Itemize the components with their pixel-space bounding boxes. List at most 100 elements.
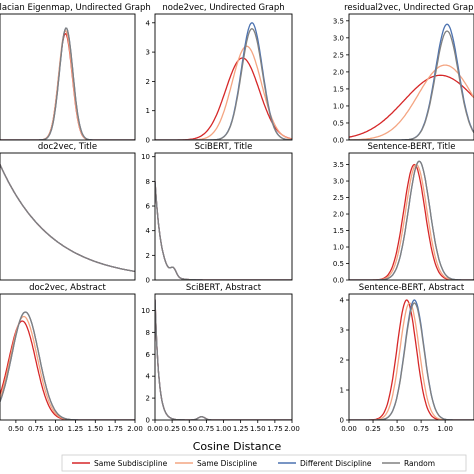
panel-3: residual2vec, Undirected Graph 0.0 0.5 1.0 1… [333, 3, 474, 145]
y-tick-label: 6 [146, 203, 151, 211]
panel-title: SciBERT, Title [195, 142, 253, 152]
y-tick-label: 10 [141, 307, 150, 315]
legend-label: Same Subdiscipline [94, 459, 168, 468]
curve-different-discipline [349, 23, 474, 140]
y-tick-label: 1 [340, 387, 344, 395]
x-tick-label: 0.50 [8, 425, 24, 433]
panel-frame [0, 152, 136, 281]
curve-random [155, 299, 292, 420]
y-tick-label: 1.5 [333, 85, 344, 93]
x-tick-label: 0.50 [389, 425, 405, 433]
y-tick-label: 4 [340, 297, 345, 305]
legend: Same Subdiscipline Same Discipline Differe… [72, 459, 435, 468]
y-tick-label: 6 [146, 351, 151, 359]
legend-item: Different Discipline [278, 459, 372, 468]
curve-same-subdiscipline [155, 181, 292, 280]
x-tick-label: 1.00 [48, 425, 64, 433]
curve-different-discipline [0, 164, 135, 273]
panel-frame [348, 293, 474, 421]
panel-8: SciBERT, Abstract 0 2 4 6 8 10 0.00 0.25 0.50 0.75… [141, 283, 300, 433]
panel-curves [349, 160, 474, 280]
y-tick-label: 2 [340, 357, 344, 365]
panel-frame [348, 152, 474, 281]
panel-title: SciBERT, Abstract [186, 283, 262, 293]
curve-same-subdiscipline [349, 74, 474, 138]
legend-item: Same Discipline [175, 459, 257, 468]
panel-frame [0, 293, 136, 421]
x-tick-label: 0.00 [147, 425, 163, 433]
panel-title: node2vec, Undirected Graph [162, 3, 284, 13]
curve-same-discipline [0, 164, 135, 273]
y-tick-label: 2.0 [333, 68, 344, 76]
y-tick-label: 3.0 [333, 34, 344, 42]
panel-1: Laplacian Eigenmap, Undirected Graph [0, 3, 151, 141]
panel-curves [0, 311, 135, 420]
curve-same-subdiscipline [349, 163, 474, 280]
legend-item: Same Subdiscipline [72, 459, 168, 468]
legend-label: Different Discipline [300, 459, 372, 468]
panel-curves [349, 299, 474, 420]
panel-9: Sentence-BERT, Abstract 0 1 2 3 4 0.00 0.25 0.50… [340, 283, 474, 433]
y-tick-label: 2.5 [333, 194, 344, 202]
panel-frame [154, 152, 293, 281]
panel-curves [155, 299, 292, 420]
y-tick-label: 0 [146, 417, 150, 425]
y-tick-label: 3.0 [333, 178, 344, 186]
panel-frame [154, 13, 293, 141]
curve-same-subdiscipline [0, 164, 135, 273]
curve-different-discipline [0, 311, 135, 420]
legend-label: Random [404, 459, 435, 468]
y-tick-label: 0.5 [333, 260, 344, 268]
x-tick-label: 1.00 [216, 425, 232, 433]
curve-random [155, 181, 292, 280]
curve-same-discipline [349, 302, 474, 420]
curve-same-discipline [155, 299, 292, 420]
x-tick-label: 0.25 [365, 425, 381, 433]
x-tick-label: 0.75 [199, 425, 215, 433]
panel-curves [0, 27, 135, 140]
panel-title: Laplacian Eigenmap, Undirected Graph [0, 3, 151, 13]
x-tick-label: 0.50 [181, 425, 197, 433]
y-tick-label: 2.5 [333, 51, 344, 59]
y-tick-label: 8 [146, 329, 150, 337]
y-tick-label: 2 [146, 78, 150, 86]
y-tick-label: 1 [146, 107, 150, 115]
curve-different-discipline [155, 299, 292, 420]
curve-same-discipline [349, 163, 474, 280]
y-tick-label: 0.5 [333, 119, 344, 127]
panel-4: doc2vec, Title [0, 142, 136, 281]
curve-different-discipline [0, 27, 135, 140]
panel-6: Sentence-BERT, Title 0.0 0.5 1.0 1.5 2.0 2.5 3.… [333, 142, 474, 285]
panel-curves [349, 23, 474, 140]
curve-same-subdiscipline [0, 32, 135, 140]
y-tick-label: 4 [146, 227, 151, 235]
legend-label: Same Discipline [197, 459, 257, 468]
y-tick-label: 2 [146, 252, 150, 260]
y-tick-label: 1.0 [333, 102, 344, 110]
panel-grid: Laplacian Eigenmap, Undirected Graph node… [0, 3, 474, 433]
x-tick-label: 1.25 [233, 425, 249, 433]
x-tick-label: 0.75 [28, 425, 44, 433]
curve-different-discipline [155, 181, 292, 280]
x-tick-label: 1.50 [87, 425, 103, 433]
curve-same-subdiscipline [155, 299, 292, 420]
y-tick-label: 8 [146, 178, 150, 186]
y-tick-label: 4 [146, 373, 151, 381]
legend-box [61, 454, 467, 472]
x-tick-label: 1.25 [68, 425, 84, 433]
y-tick-label: 10 [141, 153, 150, 161]
panel-frame [0, 13, 136, 141]
panel-curves [155, 22, 292, 140]
panel-2: node2vec, Undirected Graph 0 1 2 3 4 [146, 3, 293, 145]
curve-same-subdiscipline [349, 299, 474, 420]
curve-random [349, 30, 474, 140]
panel-title: Sentence-BERT, Title [368, 142, 456, 152]
y-tick-label: 3.5 [333, 17, 344, 25]
legend-item: Random [382, 459, 435, 468]
curve-same-subdiscipline [0, 320, 135, 420]
x-tick-label: 2.00 [127, 425, 143, 433]
panel-title: doc2vec, Abstract [29, 283, 106, 293]
curve-different-discipline [349, 160, 474, 280]
panel-title: doc2vec, Title [38, 142, 97, 152]
